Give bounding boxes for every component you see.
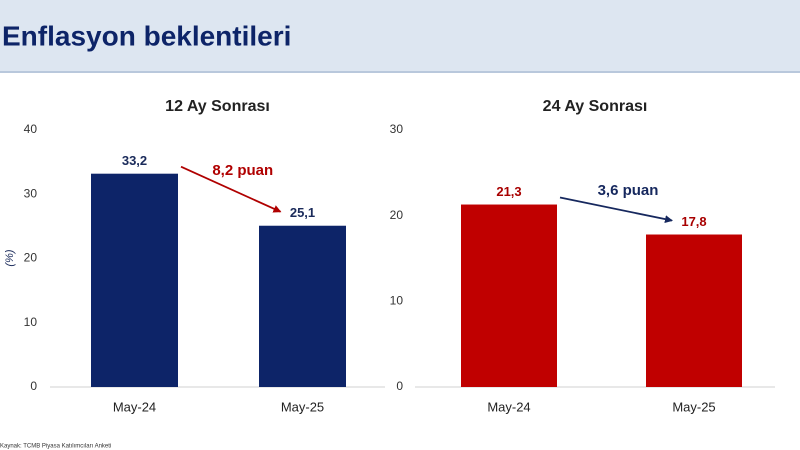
source-note: Kaynak: TCMB Piyasa Katılımcıları Anketi [0,444,111,450]
y-tick-label: 0 [396,379,403,393]
y-tick-label: 40 [24,122,38,136]
y-axis-label: (%) [4,249,16,266]
slide-title: Enflasyon beklentileri [2,20,291,51]
y-tick-label: 10 [390,294,404,308]
x-tick-label: May-24 [113,399,156,414]
y-tick-label: 30 [24,186,38,200]
x-tick-label: May-24 [487,399,530,414]
change-arrow [180,165,282,213]
y-tick-label: 20 [24,251,38,265]
change-arrow [559,196,673,224]
data-label: 25,1 [290,205,315,220]
chart-title: 24 Ay Sonrası [543,98,648,115]
data-label: 17,8 [681,214,706,229]
bar [646,234,742,387]
x-tick-label: May-25 [281,399,324,414]
y-tick-label: 30 [390,122,404,136]
bar [91,173,178,387]
change-annotation: 3,6 puan [598,182,659,199]
x-tick-label: May-25 [672,399,715,414]
y-tick-label: 10 [24,315,38,329]
bar [461,204,557,387]
y-tick-label: 0 [30,379,37,393]
header-band [0,0,800,72]
change-annotation: 8,2 puan [212,162,273,179]
data-label: 21,3 [496,184,521,199]
y-tick-label: 20 [390,208,404,222]
chart-title: 12 Ay Sonrası [165,98,270,115]
bar [259,225,346,387]
data-label: 33,2 [122,153,147,168]
